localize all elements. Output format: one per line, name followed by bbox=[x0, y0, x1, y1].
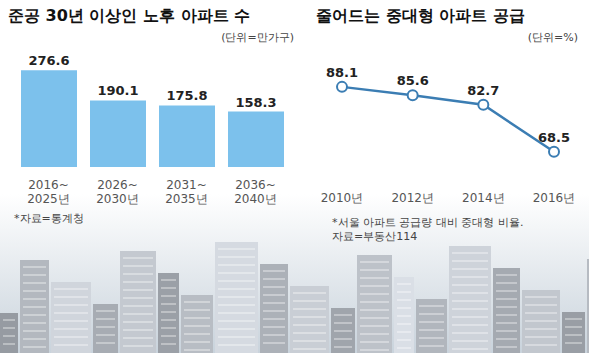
svg-text:2014년: 2014년 bbox=[462, 191, 505, 205]
svg-text:175.8: 175.8 bbox=[166, 88, 207, 103]
html-text:줄어드는 중대형 아파트 공급: 줄어드는 중대형 아파트 공급 bbox=[316, 6, 525, 25]
svg-text:82.7: 82.7 bbox=[467, 83, 499, 98]
html-text:(단위=만가구): (단위=만가구) bbox=[221, 31, 294, 44]
svg-text:2026~2030년: 2026~2030년 bbox=[96, 178, 139, 206]
svg-text:190.1: 190.1 bbox=[97, 83, 138, 98]
html-text:자료=부동산114: 자료=부동산114 bbox=[332, 230, 418, 243]
svg-text:2016년: 2016년 bbox=[533, 191, 576, 205]
svg-text:2036~2040년: 2036~2040년 bbox=[234, 178, 277, 206]
html-text:(단위=%): (단위=%) bbox=[527, 31, 578, 44]
html-text:*서울 아파트 공급량 대비 중대형 비율.: *서울 아파트 공급량 대비 중대형 비율. bbox=[332, 216, 524, 229]
svg-text:85.6: 85.6 bbox=[397, 73, 429, 88]
svg-text:68.5: 68.5 bbox=[538, 130, 570, 145]
html-text:준공 30년 이상인 노후 아파트 수: 준공 30년 이상인 노후 아파트 수 bbox=[8, 6, 251, 25]
svg-text:88.1: 88.1 bbox=[326, 65, 358, 80]
svg-text:158.3: 158.3 bbox=[235, 95, 276, 110]
html-text:*자료=통계청: *자료=통계청 bbox=[14, 212, 84, 225]
svg-text:2031~2035년: 2031~2035년 bbox=[165, 178, 208, 206]
svg-text:2010년: 2010년 bbox=[321, 191, 364, 205]
svg-text:2012년: 2012년 bbox=[391, 191, 434, 205]
svg-text:276.6: 276.6 bbox=[28, 53, 69, 68]
svg-text:2016~2025년: 2016~2025년 bbox=[27, 178, 70, 206]
